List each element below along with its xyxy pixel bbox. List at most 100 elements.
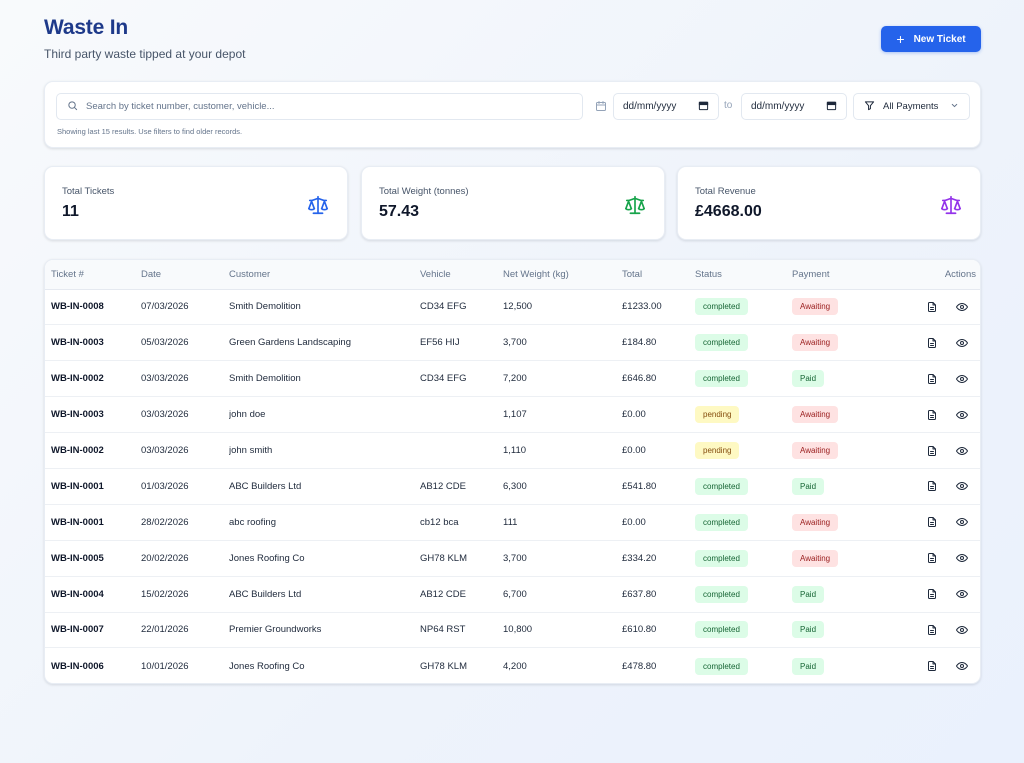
search-box[interactable] <box>56 93 583 120</box>
document-icon[interactable] <box>926 480 938 492</box>
document-icon[interactable] <box>926 588 938 600</box>
column-header[interactable]: Total <box>622 260 695 290</box>
payment-cell: Awaiting <box>792 504 882 540</box>
eye-icon[interactable] <box>956 624 968 636</box>
actions-cell <box>882 504 980 540</box>
column-header[interactable]: Customer <box>229 260 420 290</box>
filter-panel: dd/mm/yyyy to dd/mm/yyyy All Payments Sh… <box>44 81 981 148</box>
document-icon[interactable] <box>926 301 938 313</box>
customer-name: Jones Roofing Co <box>229 660 305 672</box>
eye-icon[interactable] <box>956 552 968 564</box>
table-row[interactable]: WB-IN-0004 15/02/2026 ABC Builders Ltd AB12… <box>45 576 980 613</box>
ticket-date: 22/01/2026 <box>141 624 189 636</box>
payment-cell: Awaiting <box>792 325 882 361</box>
table-row[interactable]: WB-IN-0008 07/03/2026 Smith Demolition CD34… <box>45 289 980 325</box>
eye-icon[interactable] <box>956 516 968 528</box>
ticket-total: £0.00 <box>622 516 646 528</box>
ticket-total: £541.80 <box>622 480 657 492</box>
table-header-row: Ticket # Date Customer Vehicle Net Weigh… <box>45 260 980 290</box>
payment-cell: Paid <box>792 648 882 683</box>
ticket-total: £184.80 <box>622 337 657 349</box>
stat-label: Total Weight (tonnes) <box>379 186 469 197</box>
net-weight: 1,110 <box>503 445 527 456</box>
net-weight: 1,107 <box>503 409 527 421</box>
status-cell: completed <box>695 325 792 361</box>
filter-icon <box>864 100 875 114</box>
ticket-date: 03/03/2026 <box>141 373 189 385</box>
new-ticket-button[interactable]: + New Ticket <box>881 26 981 52</box>
date-from-input[interactable]: dd/mm/yyyy <box>613 93 719 120</box>
table-row[interactable]: WB-IN-0002 03/03/2026 john smith 1,110 £0.00… <box>45 433 980 469</box>
ticket-total: £637.80 <box>622 588 657 600</box>
eye-icon[interactable] <box>956 337 968 349</box>
eye-icon[interactable] <box>956 409 968 421</box>
customer-name: Smith Demolition <box>229 373 301 385</box>
column-header[interactable]: Payment <box>792 260 882 290</box>
calendar-picker-icon[interactable] <box>698 100 709 114</box>
payment-cell: Awaiting <box>792 397 882 433</box>
table-row[interactable]: WB-IN-0003 05/03/2026 Green Gardens Landsc… <box>45 325 980 361</box>
ticket-number: WB-IN-0002 <box>51 373 104 385</box>
customer-name: abc roofing <box>229 516 277 528</box>
eye-icon[interactable] <box>956 445 968 457</box>
eye-icon[interactable] <box>956 301 968 313</box>
document-icon[interactable] <box>926 660 938 672</box>
eye-icon[interactable] <box>956 660 968 672</box>
ticket-number: WB-IN-0001 <box>51 480 104 492</box>
document-icon[interactable] <box>926 337 938 349</box>
search-input[interactable] <box>86 101 556 112</box>
customer-name: john doe <box>229 409 266 421</box>
table-row[interactable]: WB-IN-0005 20/02/2026 Jones Roofing Co GH78… <box>45 540 980 577</box>
column-header[interactable]: Date <box>141 260 229 290</box>
eye-icon[interactable] <box>956 373 968 385</box>
vehicle-reg: EF56 HIJ <box>420 337 460 349</box>
date-to-input[interactable]: dd/mm/yyyy <box>741 93 847 120</box>
eye-icon[interactable] <box>956 588 968 600</box>
status-cell: completed <box>695 468 792 504</box>
status-cell: completed <box>695 648 792 683</box>
payment-badge: Paid <box>792 621 825 639</box>
payment-badge: Awaiting <box>792 549 839 567</box>
table-row[interactable]: WB-IN-0001 28/02/2026 abc roofing cb12 bca 1… <box>45 504 980 541</box>
ticket-total: £478.80 <box>622 660 657 672</box>
stat-value: 57.43 <box>379 203 420 220</box>
document-icon[interactable] <box>926 373 938 385</box>
actions-cell <box>882 648 980 683</box>
table-row[interactable]: WB-IN-0002 03/03/2026 Smith Demolition CD34… <box>45 361 980 397</box>
document-icon[interactable] <box>926 409 938 421</box>
status-badge: completed <box>695 334 748 352</box>
status-cell: completed <box>695 504 792 540</box>
actions-cell <box>882 289 980 325</box>
calendar-picker-icon[interactable] <box>826 100 837 114</box>
column-header[interactable]: Vehicle <box>420 260 503 290</box>
eye-icon[interactable] <box>956 480 968 492</box>
page-header: Waste In Third party waste tipped at you… <box>44 0 981 80</box>
actions-cell <box>882 576 980 612</box>
table-row[interactable]: WB-IN-0001 01/03/2026 ABC Builders Ltd AB12… <box>45 468 980 505</box>
stat-card-total-revenue: Total Revenue £4668.00 <box>677 166 981 240</box>
net-weight: 10,800 <box>503 624 533 636</box>
ticket-total: £646.80 <box>622 373 657 385</box>
payment-cell: Awaiting <box>792 540 882 576</box>
document-icon[interactable] <box>926 552 938 564</box>
table-row[interactable]: WB-IN-0006 10/01/2026 Jones Roofing Co GH78… <box>45 648 980 683</box>
document-icon[interactable] <box>926 516 938 528</box>
ticket-total: £0.00 <box>622 445 646 456</box>
ticket-total: £334.20 <box>622 552 657 564</box>
vehicle-reg: GH78 KLM <box>420 552 467 564</box>
column-header[interactable]: Ticket # <box>45 260 141 290</box>
column-header[interactable]: Net Weight (kg) <box>503 260 622 290</box>
payment-filter-select[interactable]: All Payments <box>853 93 970 120</box>
column-header[interactable]: Status <box>695 260 792 290</box>
status-cell: completed <box>695 540 792 576</box>
document-icon[interactable] <box>926 624 938 636</box>
payment-badge: Paid <box>792 657 825 675</box>
payment-cell: Paid <box>792 468 882 504</box>
table-row[interactable]: WB-IN-0003 03/03/2026 john doe 1,107 £0.00 pe… <box>45 397 980 433</box>
payment-cell: Paid <box>792 361 882 397</box>
document-icon[interactable] <box>926 445 938 457</box>
ticket-total: £1233.00 <box>622 301 662 313</box>
column-header: Actions <box>882 260 980 290</box>
customer-name: Green Gardens Landscaping <box>229 337 351 349</box>
table-row[interactable]: WB-IN-0007 22/01/2026 Premier Groundworks N… <box>45 612 980 648</box>
